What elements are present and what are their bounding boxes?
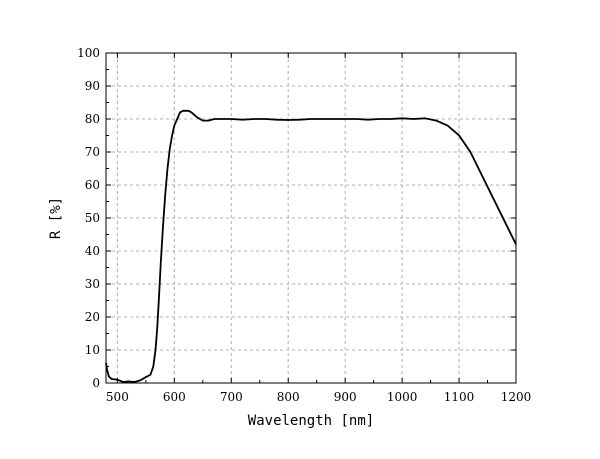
x-tick-label: 800 — [277, 390, 300, 404]
x-axis-title: Wavelength [nm] — [248, 413, 374, 429]
plot-frame — [105, 52, 517, 384]
y-tick-label: 40 — [85, 244, 100, 258]
y-tick-label: 20 — [85, 310, 100, 324]
tick-labels: 0 10 20 30 40 50 60 70 80 90 100 500 600 700 800 900 100… — [77, 46, 531, 404]
y-tick-label: 10 — [85, 343, 100, 357]
y-tick-label: 90 — [85, 79, 100, 93]
y-tick-label: 70 — [85, 145, 100, 159]
y-tick-label: 60 — [85, 178, 100, 192]
reflectance-line — [105, 109, 517, 383]
grid — [106, 53, 516, 383]
y-tick-label: 100 — [77, 46, 100, 60]
x-tick-label: 1000 — [387, 390, 418, 404]
x-tick-label: 700 — [220, 390, 243, 404]
x-tick-label: 500 — [106, 390, 129, 404]
x-tick-label: 900 — [334, 390, 357, 404]
y-tick-label: 50 — [85, 211, 100, 225]
x-tick-label: 600 — [163, 390, 186, 404]
y-tick-label: 30 — [85, 277, 100, 291]
x-tick-label: 1200 — [501, 390, 532, 404]
y-tick-label: 80 — [85, 112, 100, 126]
y-tick-label: 0 — [92, 376, 100, 390]
y-axis-title: R [%] — [48, 197, 64, 239]
x-tick-label: 1100 — [444, 390, 475, 404]
